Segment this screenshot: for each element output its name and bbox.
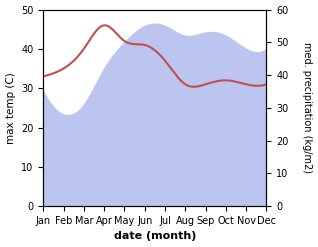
Y-axis label: med. precipitation (kg/m2): med. precipitation (kg/m2) (302, 42, 313, 173)
X-axis label: date (month): date (month) (114, 231, 196, 242)
Y-axis label: max temp (C): max temp (C) (5, 72, 16, 144)
